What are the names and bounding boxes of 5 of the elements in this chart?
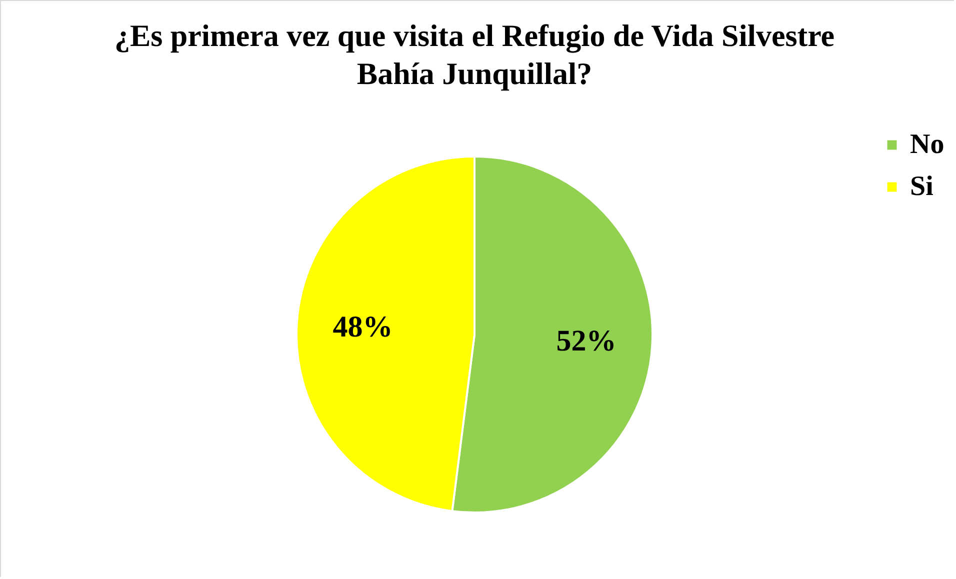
legend-label: Si xyxy=(910,171,934,202)
legend-label: No xyxy=(910,129,944,160)
chart-title: ¿Es primera vez que visita el Refugio de Vida Silvestre Bahía Junquillal? xyxy=(114,18,835,91)
data-label: 52% xyxy=(556,324,616,358)
data-label: 48% xyxy=(332,310,393,344)
